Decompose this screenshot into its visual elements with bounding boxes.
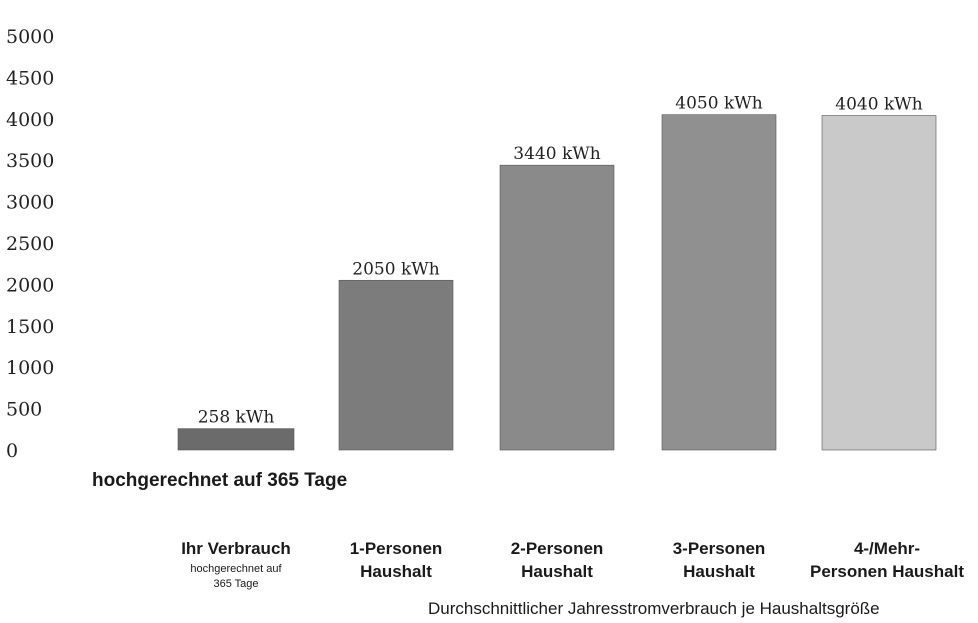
- data-label: 3440 kWh: [513, 144, 600, 164]
- chart-caption: Durchschnittlicher Jahresstromverbrauch …: [428, 599, 880, 618]
- y-tick-label: 2500: [6, 233, 54, 255]
- data-label: 4040 kWh: [835, 94, 922, 114]
- y-tick-label: 4500: [6, 67, 54, 89]
- data-label: 258 kWh: [198, 408, 275, 428]
- bar: [661, 114, 777, 451]
- category-label: 3-Personen: [673, 539, 766, 558]
- y-tick-label: 4000: [6, 109, 54, 131]
- category-label: Haushalt: [683, 562, 755, 581]
- data-labels: 258 kWh 2050 kWh 3440 kWh 4050 kWh 4040 kWh: [198, 94, 923, 428]
- y-tick-label: 1000: [6, 357, 54, 379]
- category-sublabel: hochgerechnet auf: [190, 563, 282, 575]
- bar: [177, 428, 295, 451]
- data-label: 4050 kWh: [675, 94, 762, 114]
- y-tick-label: 1500: [6, 316, 54, 338]
- bars: [177, 114, 937, 451]
- y-axis-ticks: 0 500 1000 1500 2000 2500 3000 3500 4000 4500 5000: [6, 26, 54, 462]
- bar: [499, 164, 615, 451]
- y-tick-label: 0: [6, 440, 18, 462]
- bar: [338, 279, 454, 451]
- category-label: 4-/Mehr-: [854, 539, 920, 558]
- y-tick-label: 3500: [6, 150, 54, 172]
- data-label: 2050 kWh: [352, 259, 439, 279]
- category-label: Personen Haushalt: [810, 562, 964, 581]
- category-sublabel: 365 Tage: [213, 578, 258, 590]
- y-tick-label: 5000: [6, 26, 54, 48]
- category-label: 1-Personen: [350, 539, 443, 558]
- y-tick-label: 500: [6, 399, 42, 421]
- category-label: Ihr Verbrauch: [181, 539, 291, 558]
- category-label: 2-Personen: [511, 539, 604, 558]
- y-tick-label: 2000: [6, 274, 54, 296]
- annotation-note: hochgerechnet auf 365 Tage: [92, 470, 347, 491]
- y-tick-label: 3000: [6, 192, 54, 214]
- category-label: Haushalt: [521, 562, 593, 581]
- category-labels: Ihr Verbrauch hochgerechnet auf 365 Tage 1-…: [181, 539, 964, 590]
- category-label: Haushalt: [360, 562, 432, 581]
- bar: [821, 115, 937, 451]
